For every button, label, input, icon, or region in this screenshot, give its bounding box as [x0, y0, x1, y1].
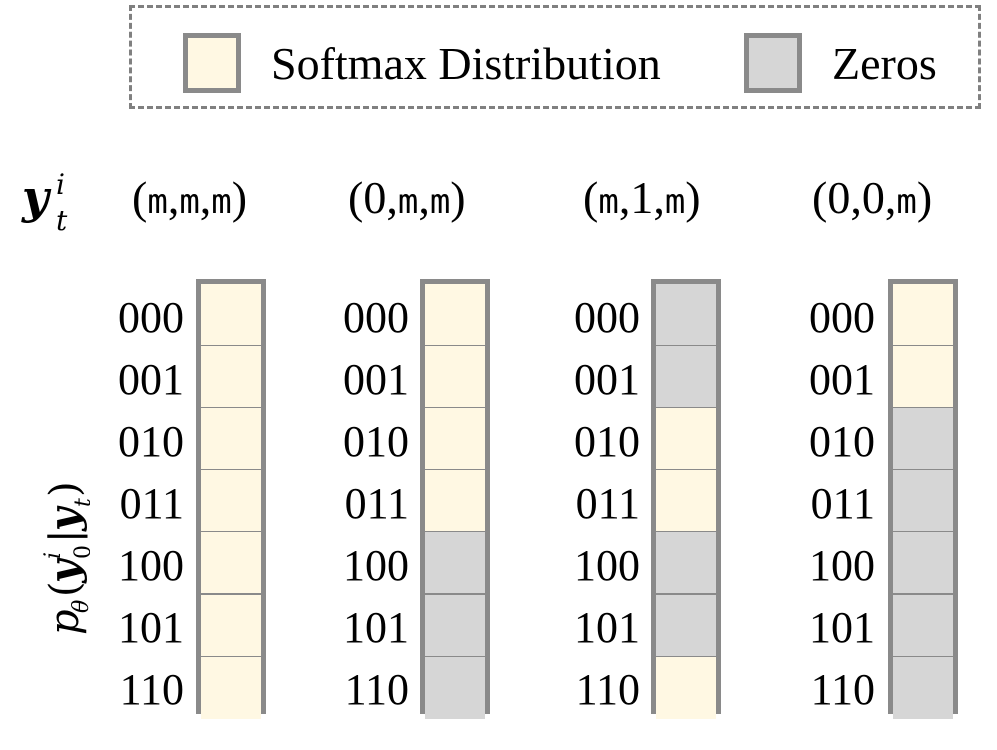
row-label-110: 110 — [575, 665, 640, 714]
row-label-101: 101 — [809, 603, 875, 652]
col4-item3: m — [896, 182, 917, 222]
row-label-001: 001 — [809, 355, 875, 404]
column-header-3: (m,1,m) — [583, 172, 701, 223]
zeros-cell — [425, 656, 485, 719]
row-label-011: 011 — [575, 479, 640, 528]
distribution-bar-3 — [651, 279, 721, 719]
col2-item2: m — [397, 182, 419, 222]
column-header-4: (0,0,m) — [812, 172, 933, 223]
col4-item2: 0 — [861, 172, 885, 223]
col2-item3: m — [429, 182, 451, 222]
softmax-label: Softmax Distribution — [271, 38, 661, 89]
svg-text:(: ( — [42, 581, 88, 597]
svg-text:y: y — [21, 170, 52, 224]
row-label-011: 011 — [119, 479, 184, 528]
probability-axis-label: p θ ( y i 0 | y t ) — [41, 481, 90, 635]
zeros-cell — [656, 532, 716, 595]
col4-item1: 0 — [827, 172, 851, 223]
softmax-cell — [425, 346, 485, 409]
row-label-101: 101 — [574, 603, 640, 652]
zeros-cell — [656, 594, 716, 657]
row-label-100: 100 — [809, 541, 875, 590]
softmax-cell — [201, 470, 261, 533]
softmax-cell — [893, 284, 953, 347]
col3-item1: m — [598, 182, 619, 222]
row-label-000: 000 — [118, 293, 184, 342]
softmax-swatch — [183, 33, 241, 93]
col3-item2: 1 — [630, 172, 654, 223]
zeros-cell — [893, 656, 953, 719]
row-label-011: 011 — [344, 479, 409, 528]
yt-math-label: y i t — [21, 168, 68, 237]
row-label-100: 100 — [343, 541, 409, 590]
row-label-101: 101 — [118, 603, 184, 652]
svg-text:y: y — [41, 557, 88, 584]
softmax-cell — [425, 408, 485, 471]
row-label-000: 000 — [574, 293, 640, 342]
svg-text:0: 0 — [71, 545, 90, 559]
col3-item3: m — [664, 182, 686, 222]
distribution-bar-2 — [420, 279, 490, 719]
zeros-cell — [893, 470, 953, 533]
row-label-101: 101 — [343, 603, 409, 652]
legend: Softmax Distribution Zeros — [129, 5, 981, 109]
svg-text:p: p — [42, 609, 88, 635]
svg-text:y: y — [41, 505, 88, 532]
zeros-label: Zeros — [832, 38, 937, 89]
row-label-000: 000 — [343, 293, 409, 342]
row-label-100: 100 — [118, 541, 184, 590]
zeros-cell — [425, 594, 485, 657]
softmax-cell — [201, 284, 261, 347]
softmax-cell — [201, 408, 261, 471]
softmax-cell — [201, 594, 261, 657]
row-label-010: 010 — [118, 417, 184, 466]
column-header-2: (0,m,m) — [348, 172, 466, 223]
paren-close: ) — [231, 172, 248, 223]
row-label-001: 001 — [343, 355, 409, 404]
distribution-bar-1 — [196, 279, 266, 719]
svg-text:t: t — [71, 498, 90, 507]
svg-text:i: i — [56, 168, 65, 201]
distribution-bar-4 — [888, 279, 958, 719]
zeros-cell — [893, 594, 953, 657]
zeros-cell — [656, 346, 716, 409]
col2-item1: 0 — [363, 172, 387, 223]
row-label-010: 010 — [574, 417, 640, 466]
row-label-001: 001 — [574, 355, 640, 404]
softmax-cell — [201, 346, 261, 409]
softmax-cell — [656, 408, 716, 471]
svg-text:): ) — [42, 481, 88, 497]
softmax-cell — [201, 656, 261, 719]
softmax-cell — [893, 346, 953, 409]
paren-open: ( — [132, 172, 148, 223]
zeros-cell — [656, 284, 716, 347]
svg-text:θ: θ — [69, 600, 90, 613]
column-header-1: (m,m,m) — [132, 172, 248, 223]
row-label-001: 001 — [118, 355, 184, 404]
svg-text:|: | — [42, 530, 88, 543]
svg-text:i: i — [41, 552, 66, 559]
row-label-011: 011 — [810, 479, 875, 528]
col1-item2: m — [179, 182, 200, 222]
zeros-cell — [893, 408, 953, 471]
svg-text:t: t — [56, 204, 68, 237]
col1-item3: m — [211, 182, 232, 222]
zeros-cell — [893, 532, 953, 595]
row-label-110: 110 — [810, 665, 875, 714]
row-label-010: 010 — [343, 417, 409, 466]
zeros-swatch — [744, 33, 802, 93]
softmax-cell — [656, 656, 716, 719]
zeros-cell — [425, 532, 485, 595]
softmax-cell — [201, 532, 261, 595]
row-label-100: 100 — [574, 541, 640, 590]
softmax-cell — [425, 284, 485, 347]
row-label-110: 110 — [344, 665, 409, 714]
softmax-cell — [656, 470, 716, 533]
row-label-110: 110 — [119, 665, 184, 714]
softmax-cell — [425, 470, 485, 533]
col1-item1: m — [147, 182, 168, 222]
row-label-010: 010 — [809, 417, 875, 466]
row-label-000: 000 — [809, 293, 875, 342]
